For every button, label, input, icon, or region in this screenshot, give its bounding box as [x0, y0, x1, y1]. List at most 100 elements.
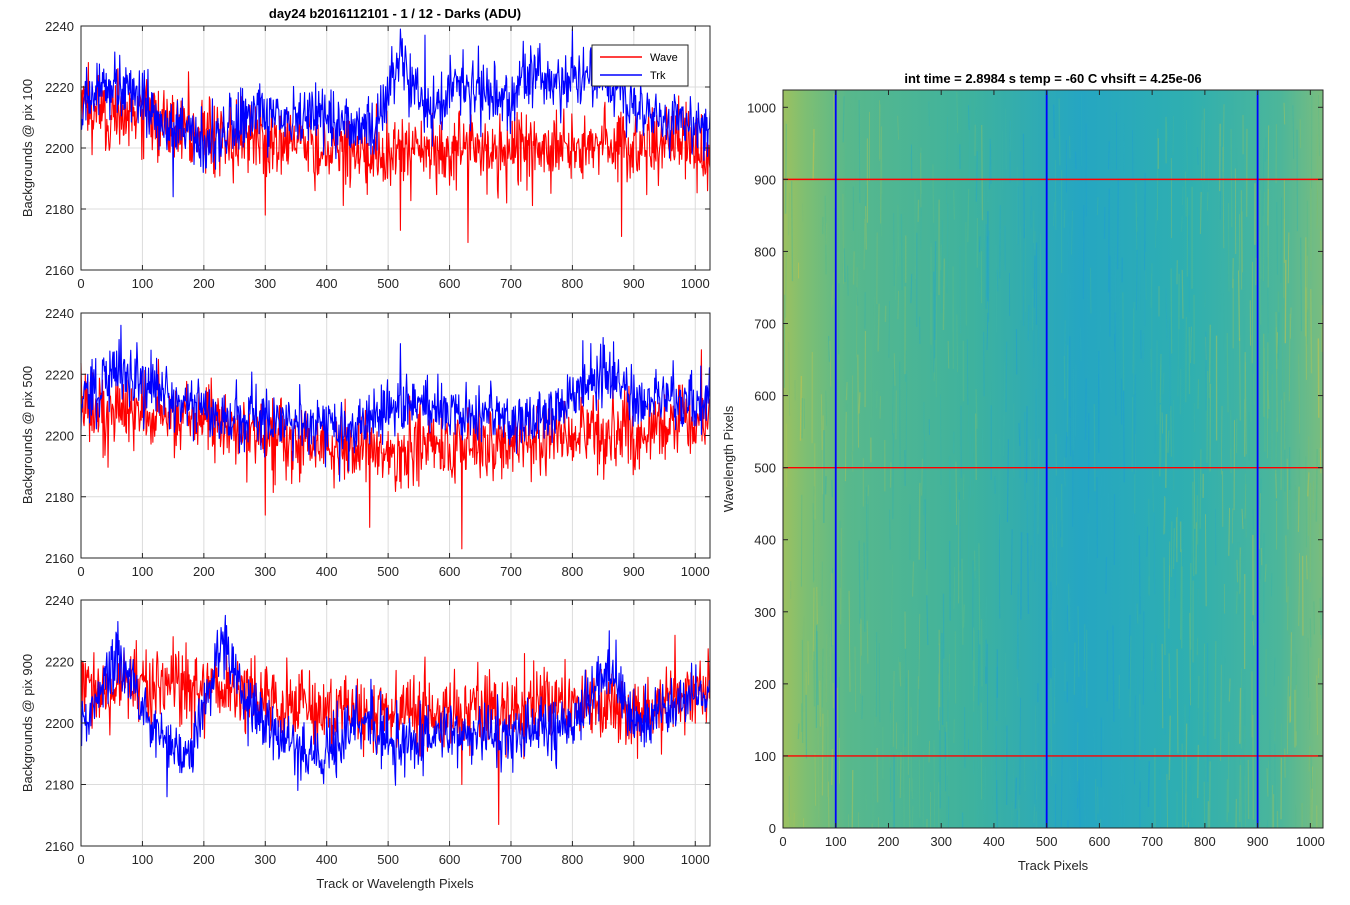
heatmap-streak — [859, 541, 860, 624]
heatmap-streak — [929, 101, 930, 126]
heatmap-streak — [898, 291, 899, 319]
heatmap-streak — [820, 681, 821, 727]
heatmap-streak — [1083, 205, 1084, 299]
y-tick-label: 2200 — [45, 716, 74, 731]
heatmap-streak — [866, 206, 867, 250]
heatmap-streak — [1153, 470, 1154, 512]
y-axis-label: Backgrounds @ pix 900 — [20, 654, 35, 792]
heatmap-streak — [1006, 109, 1007, 170]
x-tick-label: 1000 — [681, 852, 710, 867]
heatmap-streak — [900, 662, 901, 686]
y-tick-label: 500 — [754, 461, 776, 476]
x-tick-label: 900 — [623, 852, 645, 867]
heatmap-streak — [1302, 803, 1303, 900]
heatmap-streak — [853, 827, 854, 877]
x-tick-label: 800 — [562, 564, 584, 579]
heatmap-streak — [1256, 258, 1257, 285]
heatmap-streak — [1169, 716, 1170, 780]
heatmap-streak — [874, 761, 875, 823]
heatmap-streak — [1286, 535, 1287, 602]
x-axis-label: Track Pixels — [1018, 858, 1089, 873]
heatmap-streak — [1310, 779, 1311, 821]
y-tick-label: 100 — [754, 749, 776, 764]
heatmap-streak — [1023, 134, 1024, 238]
heatmap-streak — [976, 414, 977, 480]
heatmap-streak — [1260, 479, 1261, 579]
x-tick-label: 400 — [316, 564, 338, 579]
y-tick-label: 2160 — [45, 551, 74, 566]
heatmap-streak — [846, 378, 847, 479]
heatmap-streak — [1132, 512, 1133, 585]
heatmap-streak — [1298, 487, 1299, 532]
heatmap-streak — [1139, 227, 1140, 310]
x-tick-label: 300 — [254, 564, 276, 579]
heatmap-streak — [800, 376, 801, 441]
x-tick-label: 400 — [983, 834, 1005, 849]
heatmap-streak — [1031, 545, 1032, 570]
x-tick-label: 0 — [77, 564, 84, 579]
x-tick-label: 400 — [316, 852, 338, 867]
heatmap-streak — [1024, 225, 1025, 326]
heatmap-streak — [1230, 800, 1231, 819]
heatmap-streak — [1228, 229, 1229, 326]
y-tick-label: 2220 — [45, 80, 74, 95]
heatmap-streak — [1045, 227, 1046, 323]
x-tick-label: 200 — [193, 564, 215, 579]
heatmap-streak — [832, 480, 833, 497]
x-tick-label: 600 — [1089, 834, 1111, 849]
x-tick-label: 200 — [193, 852, 215, 867]
heatmap-streak — [984, 332, 985, 397]
heatmap-streak — [1198, 745, 1199, 798]
heatmap-streak — [1164, 557, 1165, 655]
heatmap-streak — [1235, 169, 1236, 254]
heatmap-streak — [948, 341, 949, 369]
heatmap-streak — [862, 696, 863, 719]
y-tick-label: 2200 — [45, 141, 74, 156]
heatmap-streak — [1054, 105, 1055, 139]
heatmap-streak — [878, 304, 879, 352]
heatmap-streak — [1173, 116, 1174, 155]
heatmap-streak — [1320, 524, 1321, 561]
heatmap-streak — [903, 734, 904, 827]
heatmap-streak — [1227, 333, 1228, 412]
heatmap-streak — [1164, 688, 1165, 734]
heatmap-streak — [1240, 338, 1241, 421]
heatmap-streak — [1010, 120, 1011, 152]
heatmap-streak — [1253, 509, 1254, 529]
x-axis-label: Track or Wavelength Pixels — [316, 876, 474, 891]
y-tick-label: 400 — [754, 533, 776, 548]
heatmap-streak — [1288, 587, 1289, 631]
x-tick-label: 900 — [623, 564, 645, 579]
heatmap-streak — [1139, 535, 1140, 614]
heatmap-streak — [901, 214, 902, 290]
y-tick-label: 2160 — [45, 263, 74, 278]
heatmap-streak — [1070, 407, 1071, 457]
heatmap-streak — [864, 543, 865, 632]
heatmap-streak — [1246, 474, 1247, 538]
y-tick-label: 600 — [754, 389, 776, 404]
heatmap-streak — [1200, 192, 1201, 234]
x-tick-label: 200 — [193, 276, 215, 291]
heatmap-streak — [1097, 197, 1098, 215]
heatmap-streak — [843, 194, 844, 284]
x-tick-label: 1000 — [681, 564, 710, 579]
heatmap-streak — [1055, 654, 1056, 697]
heatmap-streak — [838, 218, 839, 252]
heatmap-streak — [963, 605, 964, 628]
heatmap-streak — [1051, 678, 1052, 777]
heatmap-streak — [1109, 189, 1110, 293]
heatmap-streak — [1311, 754, 1312, 788]
heatmap-streak — [962, 559, 963, 645]
heatmap-streak — [1166, 414, 1167, 488]
heatmap-streak — [900, 362, 901, 466]
heatmap-streak — [813, 588, 814, 660]
heatmap-streak — [906, 371, 907, 469]
heatmap-streak — [1224, 294, 1225, 364]
heatmap-streak — [844, 248, 845, 282]
heatmap-streak — [939, 644, 940, 721]
heatmap-streak — [1236, 799, 1237, 861]
heatmap-streak — [1314, 601, 1315, 634]
x-tick-label: 500 — [377, 276, 399, 291]
